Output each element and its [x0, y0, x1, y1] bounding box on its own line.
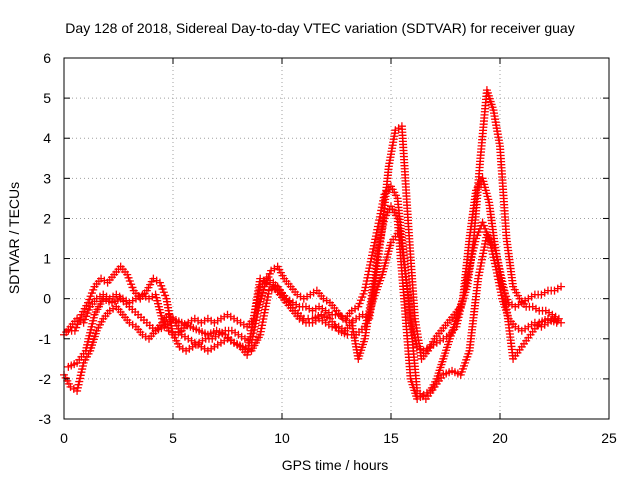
x-tick-label: 0 [60, 430, 68, 446]
y-tick-label: 6 [43, 50, 51, 66]
y-tick-label: 5 [43, 90, 51, 106]
x-tick-label: 20 [492, 430, 508, 446]
x-tick-label: 25 [601, 430, 617, 446]
grid [64, 58, 609, 419]
x-tick-label: 10 [274, 430, 290, 446]
chart-title: Day 128 of 2018, Sidereal Day-to-day VTE… [65, 20, 574, 36]
y-tick-label: 2 [43, 210, 51, 226]
x-axis-ticks: 0 5 10 15 20 25 [60, 58, 617, 446]
y-tick-label: -2 [39, 371, 52, 387]
y-tick-label: 4 [43, 130, 51, 146]
x-tick-label: 15 [383, 430, 399, 446]
y-axis-ticks: -3 -2 -1 0 1 2 3 4 5 6 [39, 50, 609, 427]
data-point [557, 282, 566, 291]
data-series [64, 226, 561, 403]
data-series [64, 86, 563, 363]
x-axis-label: GPS time / hours [282, 457, 389, 473]
y-tick-label: 3 [43, 170, 51, 186]
data-point [552, 318, 561, 327]
data-marks [60, 86, 566, 403]
y-tick-label: -1 [39, 331, 52, 347]
y-tick-label: -3 [39, 411, 52, 427]
plot-frame [63, 57, 610, 420]
y-tick-label: 0 [43, 291, 51, 307]
data-series [60, 202, 566, 403]
y-axis-label: SDTVAR / TECUs [6, 182, 22, 294]
y-tick-label: 1 [43, 251, 51, 267]
x-tick-label: 5 [169, 430, 177, 446]
